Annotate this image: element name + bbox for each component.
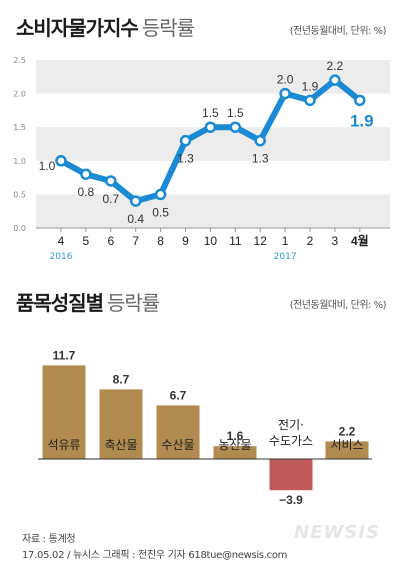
bar-chart-title: 품목성질별 등락률	[16, 287, 160, 316]
category-label: 수도가스	[269, 434, 313, 448]
category-label: 농산물	[218, 438, 251, 452]
x-tick-label: 1	[282, 234, 289, 248]
data-point	[55, 155, 67, 167]
bar-value-label: −3.9	[279, 493, 303, 507]
bar-chart-unit-note: (전년동월대비, 단위: %)	[289, 300, 387, 311]
x-tick-label: 3	[332, 234, 339, 248]
year-label: 2017	[274, 252, 297, 262]
data-label: 1.9	[302, 79, 319, 93]
line-chart-title-sub: 등락률	[141, 16, 195, 40]
x-tick-label: 10	[204, 234, 218, 248]
x-tick-label: 4	[58, 234, 65, 248]
category-label: 석유류	[47, 438, 80, 452]
data-point	[154, 188, 167, 201]
bar-value-label: 2.2	[339, 424, 356, 438]
y-tick-label: 2.0	[13, 90, 26, 99]
bar	[99, 389, 143, 459]
data-label: 2.2	[327, 59, 344, 73]
bar-value-label: 6.7	[170, 388, 187, 402]
data-label: 0.5	[152, 205, 169, 219]
category-label: 수산물	[161, 438, 194, 452]
bar	[156, 405, 200, 459]
data-label: 1.3	[252, 152, 269, 166]
data-point	[304, 94, 316, 107]
data-point	[105, 175, 117, 187]
data-label: 1.5	[202, 106, 219, 120]
x-tick-label: 2	[307, 234, 314, 248]
x-tick-label: 11	[229, 234, 242, 248]
x-tick-label: 12	[254, 234, 268, 248]
data-point	[204, 121, 217, 133]
data-label: 1.3	[177, 152, 194, 166]
x-tick-label: 6	[107, 234, 114, 248]
x-tick-label: 8	[157, 234, 164, 248]
data-point	[254, 134, 266, 147]
x-tick-label: 4월	[351, 233, 369, 248]
line-chart-title-main: 소비자물가지수	[16, 16, 139, 40]
data-point	[329, 74, 341, 86]
bar-value-label: 11.7	[53, 348, 76, 362]
credit-label: 17.05.02 / 뉴시스 그래픽 : 전진우 기자 618tue@newsi…	[22, 550, 288, 561]
y-tick-label: 1.5	[13, 123, 26, 132]
data-point	[229, 121, 242, 133]
x-tick-label: 5	[83, 234, 90, 248]
year-label: 2016	[50, 252, 73, 262]
newsis-watermark: NEWSIS	[294, 522, 380, 543]
y-tick-label: 1.0	[13, 157, 26, 166]
data-label: 1.9	[350, 111, 374, 130]
bar-value-label: 8.7	[113, 372, 130, 386]
data-point	[179, 134, 192, 147]
bar	[269, 459, 313, 491]
x-tick-label: 7	[132, 234, 139, 248]
category-label: 전기·	[278, 418, 304, 432]
data-label: 0.4	[127, 212, 144, 226]
x-tick-label: 9	[182, 234, 189, 248]
data-label: 0.7	[102, 192, 119, 206]
data-label: 1.5	[227, 106, 244, 120]
bar	[213, 446, 257, 459]
bar-chart-title-main: 품목성질별	[16, 291, 104, 315]
data-point	[279, 87, 291, 100]
data-point	[354, 94, 366, 107]
data-point	[129, 195, 142, 207]
data-label: 0.8	[78, 185, 95, 199]
line-chart-unit-note: (전년동월대비, 단위: %)	[289, 26, 387, 37]
bar-value-label: 1.6	[227, 429, 244, 443]
category-label: 축산물	[104, 438, 137, 452]
grid-band	[36, 127, 390, 161]
line-chart: 0.0 0.5 1.0 1.5 2.0 2.5 4 1.0 5 0.8 6 0.7 7 0.4 8 0.5 9 1…	[13, 56, 390, 262]
bar	[325, 441, 369, 459]
source-label: 자료 : 통계청	[22, 534, 76, 545]
data-label: 1.0	[39, 159, 56, 173]
bar-chart-title-sub: 등락률	[107, 291, 160, 315]
data-label: 2.0	[277, 73, 294, 87]
data-point	[80, 168, 92, 180]
grid-band	[36, 194, 390, 228]
y-tick-label: 0.5	[13, 190, 26, 199]
category-label: 서비스	[330, 438, 363, 452]
line-chart-title: 소비자물가지수 등락률	[16, 12, 195, 41]
bar	[42, 365, 86, 459]
y-tick-label: 2.5	[13, 56, 26, 65]
y-tick-label: 0.0	[13, 224, 26, 233]
